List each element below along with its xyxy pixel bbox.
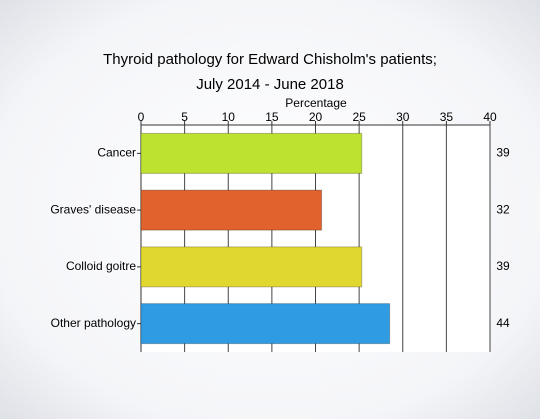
y-tick-label: Graves' disease xyxy=(50,202,136,216)
x-tick-label: 15 xyxy=(265,110,279,124)
count-label: 39 xyxy=(496,259,510,273)
bar xyxy=(140,132,363,174)
x-tick-label: 10 xyxy=(222,110,236,124)
count-label: 32 xyxy=(496,202,510,216)
x-tick-label: 35 xyxy=(440,110,454,124)
x-tick-label: 30 xyxy=(396,110,410,124)
chart-title: Thyroid pathology for Edward Chisholm's … xyxy=(103,51,437,68)
x-tick-label: 25 xyxy=(352,110,366,124)
chart-subtitle: July 2014 - June 2018 xyxy=(196,76,344,93)
x-tick-label: 40 xyxy=(483,110,497,124)
x-tick-label: 20 xyxy=(309,110,323,124)
bar xyxy=(140,303,391,345)
x-tick-label: 5 xyxy=(181,110,188,124)
count-label: 44 xyxy=(496,316,510,330)
y-tick-label: Cancer xyxy=(97,146,136,160)
count-label: 39 xyxy=(496,146,510,160)
bar xyxy=(140,246,363,288)
y-tick-label: Colloid goitre xyxy=(66,259,136,273)
x-tick-label: 0 xyxy=(138,110,145,124)
x-axis-label: Percentage xyxy=(285,96,347,110)
y-tick-label: Other pathology xyxy=(51,316,136,330)
bar xyxy=(140,189,323,231)
